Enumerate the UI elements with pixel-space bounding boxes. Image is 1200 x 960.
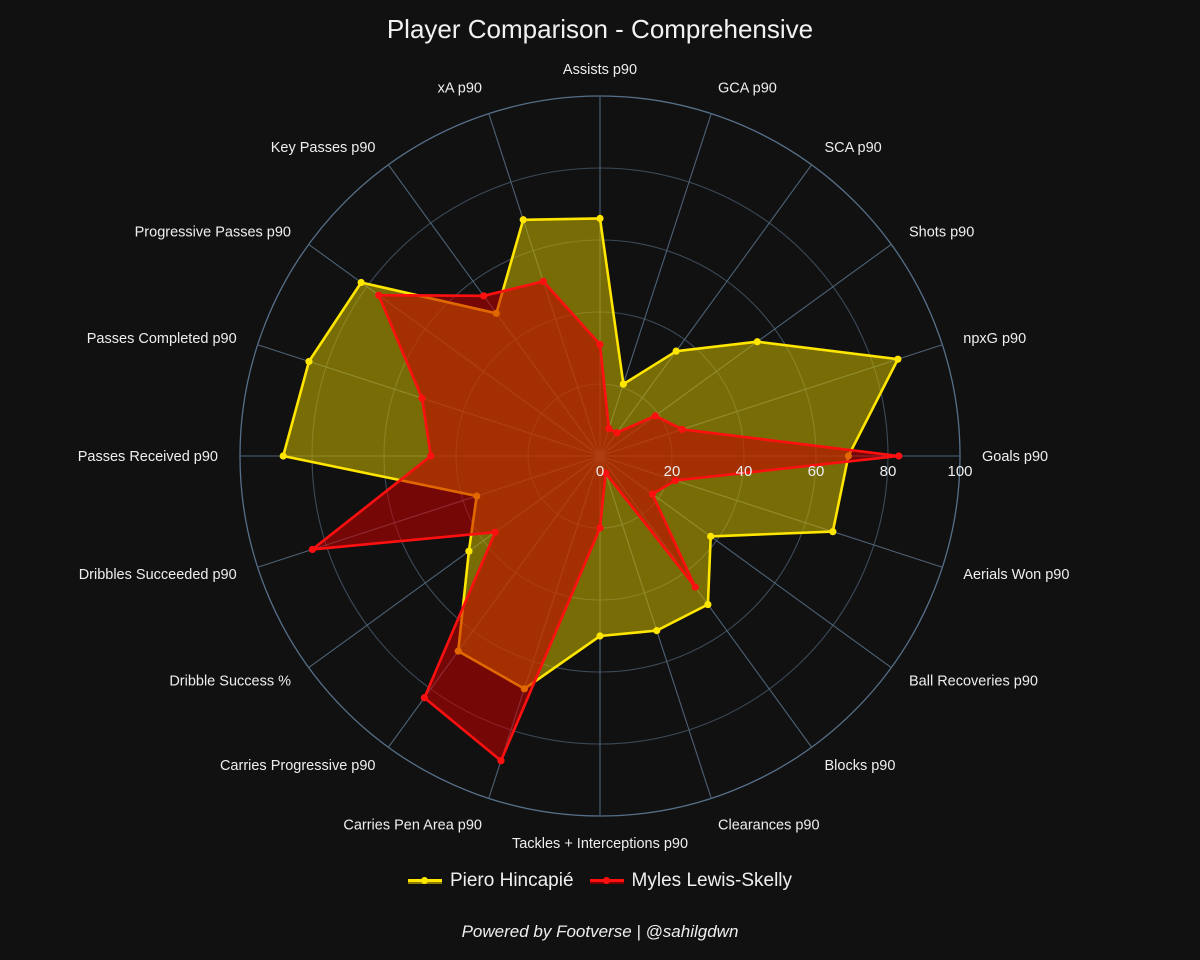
point-myles-lewis-skelly-assists-p90[interactable] [596, 340, 604, 348]
axis-label-shots-p90: Shots p90 [909, 225, 974, 241]
point-piero-hincapi-blocks-p90[interactable] [704, 600, 712, 609]
legend-swatch-hincapie [407, 874, 442, 888]
point-piero-hincapi-clearances-p90[interactable] [653, 627, 661, 635]
point-myles-lewis-skelly-key-passes-p90[interactable] [480, 292, 488, 300]
axis-label-clearances-p90: Clearances p90 [718, 817, 820, 833]
point-myles-lewis-skelly-dribbles-succeeded-p90[interactable] [308, 545, 317, 554]
axis-label-goals-p90: Goals p90 [982, 449, 1048, 465]
point-myles-lewis-skelly-gca-p90[interactable] [605, 425, 613, 433]
point-myles-lewis-skelly-ball-recoveries-p90[interactable] [648, 490, 657, 498]
axis-label-blocks-p90: Blocks p90 [825, 758, 896, 774]
point-piero-hincapi-sca-p90[interactable] [672, 347, 680, 355]
point-myles-lewis-skelly-passes-completed-p90[interactable] [418, 394, 426, 402]
point-piero-hincapi-progressive-passes-p90[interactable] [357, 278, 365, 287]
point-piero-hincapi-dribble-success[interactable] [465, 547, 473, 555]
axis-label-dribbles-succeeded-p90: Dribbles Succeeded p90 [79, 567, 237, 583]
point-myles-lewis-skelly-dribble-success[interactable] [491, 528, 499, 536]
legend-label-hincapie: Piero Hincapié [449, 870, 574, 891]
radial-tick-label: 100 [947, 463, 972, 480]
axis-label-dribble-success: Dribble Success % [169, 674, 291, 690]
point-myles-lewis-skelly-tackles-interceptions-p90[interactable] [596, 524, 604, 532]
axis-label-npxg-p90: npxG p90 [963, 331, 1026, 347]
point-myles-lewis-skelly-xa-p90[interactable] [539, 277, 547, 285]
point-piero-hincapi-shots-p90[interactable] [753, 338, 761, 346]
point-piero-hincapi-gca-p90[interactable] [619, 380, 627, 388]
point-myles-lewis-skelly-carries-pen-area-p90[interactable] [497, 757, 505, 765]
point-myles-lewis-skelly-progressive-passes-p90[interactable] [375, 291, 383, 299]
legend-item-lewis-skelly[interactable]: Myles Lewis-Skelly [589, 870, 793, 892]
point-myles-lewis-skelly-shots-p90[interactable] [651, 412, 659, 420]
point-piero-hincapi-aerials-won-p90[interactable] [829, 528, 837, 536]
legend: Piero Hincapié Myles Lewis-Skelly [0, 870, 1200, 892]
axis-label-passes-completed-p90: Passes Completed p90 [87, 331, 237, 347]
radar-series [279, 214, 903, 765]
axis-label-carries-progressive-p90: Carries Progressive p90 [220, 758, 376, 774]
chart-title: Player Comparison - Comprehensive [386, 14, 814, 44]
point-piero-hincapi-tackles-interceptions-p90[interactable] [596, 632, 604, 640]
axis-label-progressive-passes-p90: Progressive Passes p90 [135, 225, 291, 241]
axis-label-xa-p90: xA p90 [438, 81, 482, 97]
legend-item-hincapie[interactable]: Piero Hincapié [407, 870, 574, 892]
radial-tick-label: 0 [596, 463, 604, 480]
point-piero-hincapi-assists-p90[interactable] [596, 214, 604, 222]
axis-label-passes-received-p90: Passes Received p90 [78, 449, 218, 465]
axis-label-sca-p90: SCA p90 [825, 140, 882, 156]
radial-tick-label: 40 [736, 463, 753, 480]
point-piero-hincapi-passes-completed-p90[interactable] [305, 357, 313, 366]
point-myles-lewis-skelly-carries-progressive-p90[interactable] [420, 694, 428, 702]
axis-label-carries-pen-area-p90: Carries Pen Area p90 [343, 817, 482, 833]
series-myles-lewis-skelly [308, 277, 903, 765]
point-myles-lewis-skelly-sca-p90[interactable] [613, 429, 621, 437]
axis-label-gca-p90: GCA p90 [718, 81, 777, 97]
point-myles-lewis-skelly-clearances-p90[interactable] [601, 469, 610, 477]
radial-tick-label: 80 [880, 463, 897, 480]
axis-label-aerials-won-p90: Aerials Won p90 [963, 567, 1069, 583]
radial-tick-label: 20 [664, 463, 681, 480]
legend-label-lewis-skelly: Myles Lewis-Skelly [631, 870, 793, 891]
footer-credit: Powered by Footverse | @sahilgdwn [461, 922, 739, 941]
point-myles-lewis-skelly-goals-p90[interactable] [895, 452, 903, 460]
point-myles-lewis-skelly-npxg-p90[interactable] [678, 425, 686, 433]
point-piero-hincapi-passes-received-p90[interactable] [279, 452, 287, 460]
axis-label-ball-recoveries-p90: Ball Recoveries p90 [909, 674, 1038, 690]
legend-swatch-lewis-skelly [589, 874, 624, 888]
axis-label-assists-p90: Assists p90 [563, 62, 637, 78]
axis-label-tackles-interceptions-p90: Tackles + Interceptions p90 [512, 836, 688, 852]
radar-labels: 0 20 40 60 80 100 Goals p90 npxG p90 Shots p90 SC… [78, 62, 1070, 852]
point-piero-hincapi-npxg-p90[interactable] [894, 355, 902, 363]
point-myles-lewis-skelly-passes-received-p90[interactable] [427, 452, 435, 460]
point-myles-lewis-skelly-aerials-won-p90[interactable] [671, 476, 679, 485]
point-piero-hincapi-xa-p90[interactable] [519, 216, 527, 224]
point-piero-hincapi-ball-recoveries-p90[interactable] [707, 532, 715, 541]
point-myles-lewis-skelly-blocks-p90[interactable] [691, 583, 699, 591]
radial-tick-label: 60 [808, 463, 825, 480]
axis-label-key-passes-p90: Key Passes p90 [271, 140, 376, 156]
